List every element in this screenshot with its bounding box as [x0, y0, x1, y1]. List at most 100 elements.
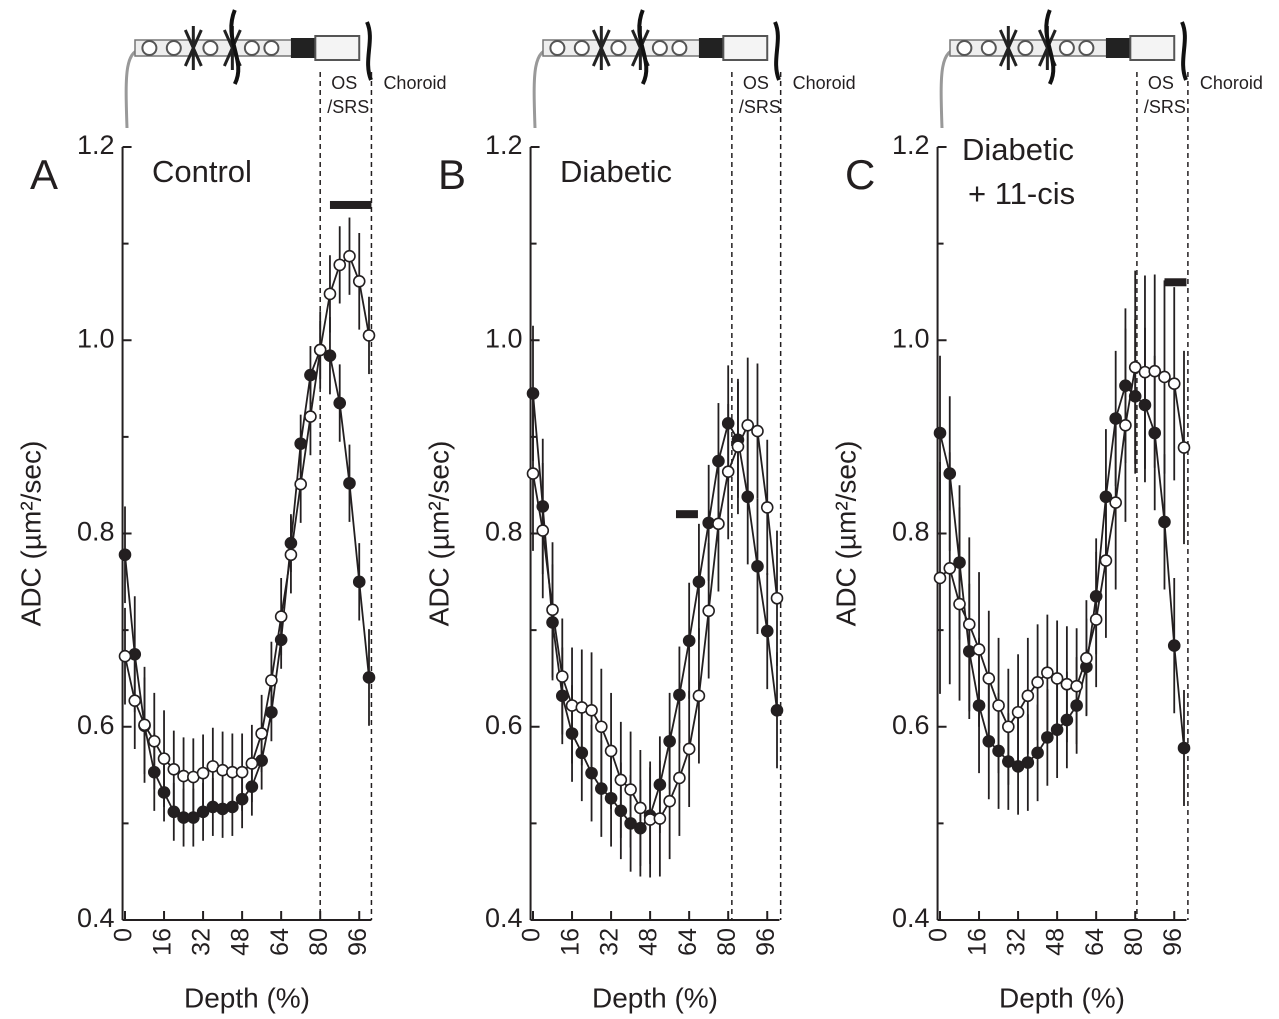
data-point: [196, 805, 210, 819]
data-point: [167, 805, 181, 819]
data-point: [1021, 756, 1035, 769]
data-point: [673, 771, 686, 785]
x-tick-label: 48: [635, 928, 663, 956]
data-line: [124, 348, 370, 819]
data-point: [313, 343, 327, 357]
outer-segment: [314, 35, 361, 61]
data-line: [939, 365, 1185, 729]
data-point: [555, 689, 569, 703]
data-line: [124, 254, 370, 778]
data-point: [1002, 755, 1015, 768]
x-tick-label: 48: [1042, 928, 1070, 956]
rpe: [365, 21, 373, 81]
data-point: [196, 766, 210, 780]
data-point: [682, 634, 696, 648]
data-point: [536, 524, 550, 537]
data-point: [187, 811, 200, 824]
retina-diagram: [124, 9, 373, 129]
data-point: [1060, 713, 1074, 727]
significance-bar: [1164, 278, 1187, 287]
data-point: [634, 821, 647, 835]
data-point: [721, 465, 735, 478]
cell-body: [141, 40, 158, 56]
data-point: [741, 418, 755, 432]
data-point: [118, 548, 132, 562]
data-point: [235, 765, 249, 779]
data-point: [731, 440, 745, 453]
data-point: [962, 618, 976, 631]
data-point: [147, 734, 161, 748]
retina-diagram: [532, 9, 781, 129]
x-tick-label: 80: [1120, 928, 1148, 956]
data-point: [741, 490, 755, 504]
data-point: [1138, 398, 1152, 412]
data-point: [128, 694, 142, 707]
data-point: [1119, 418, 1132, 432]
data-point: [323, 349, 337, 363]
significance-bar: [675, 510, 698, 519]
data-point: [614, 773, 628, 787]
x-tick-label: 32: [1003, 928, 1031, 956]
layer-label: /SRS: [1144, 97, 1186, 117]
cell-body: [956, 40, 973, 56]
x-tick-label: 16: [557, 928, 585, 956]
data-point: [614, 804, 628, 818]
data-point: [138, 718, 151, 732]
data-point: [1177, 441, 1191, 454]
layer-label: OS: [1148, 73, 1174, 93]
data-point: [992, 744, 1005, 758]
data-point: [1011, 705, 1025, 719]
data-point: [1041, 731, 1054, 744]
data-point: [226, 800, 239, 814]
data-point: [712, 517, 725, 531]
data-point: [333, 396, 347, 410]
cell-body: [651, 40, 668, 56]
data-point: [692, 689, 706, 703]
data-point: [555, 670, 569, 683]
retina-diagram: [939, 9, 1188, 129]
x-tick-label: 96: [752, 928, 780, 956]
x-tick-label: 96: [344, 928, 372, 956]
data-point: [284, 548, 298, 562]
data-point: [1148, 426, 1162, 440]
x-tick-label: 96: [1159, 928, 1187, 956]
y-tick-label: 0.4: [892, 903, 930, 933]
data-point: [760, 501, 774, 514]
data-point: [933, 426, 947, 440]
cell-body: [610, 40, 627, 56]
data-point: [751, 560, 764, 573]
data-point: [702, 604, 715, 618]
data-point: [585, 704, 598, 717]
data-point: [1021, 689, 1035, 703]
condition-label: Control: [152, 154, 252, 189]
condition-label: + 11-cis: [968, 176, 1075, 211]
data-point: [1128, 389, 1142, 403]
data-point: [972, 699, 986, 712]
data-point: [1080, 651, 1093, 665]
data-point: [167, 762, 181, 776]
data-point: [982, 734, 996, 748]
data-point: [953, 556, 966, 569]
x-tick-label: 16: [149, 928, 177, 956]
data-point: [1177, 741, 1191, 755]
y-tick-label: 1.2: [485, 130, 523, 160]
data-point: [604, 791, 618, 805]
cell-body: [980, 40, 997, 56]
y-tick-label: 1.0: [77, 323, 115, 353]
rpe: [773, 21, 781, 81]
data-point: [721, 417, 735, 430]
data-point: [943, 561, 957, 575]
data-point: [751, 424, 764, 438]
data-point: [157, 752, 171, 765]
data-point: [634, 801, 647, 815]
y-tick-label: 0.8: [77, 517, 115, 547]
rpe: [1180, 21, 1188, 81]
layer-label: OS: [331, 73, 357, 93]
y-tick-label: 0.4: [77, 903, 115, 933]
data-point: [595, 782, 608, 795]
x-axis-label: Depth (%): [592, 982, 718, 1013]
data-point: [682, 742, 696, 756]
data-point: [536, 500, 550, 513]
data-point: [1089, 590, 1103, 603]
